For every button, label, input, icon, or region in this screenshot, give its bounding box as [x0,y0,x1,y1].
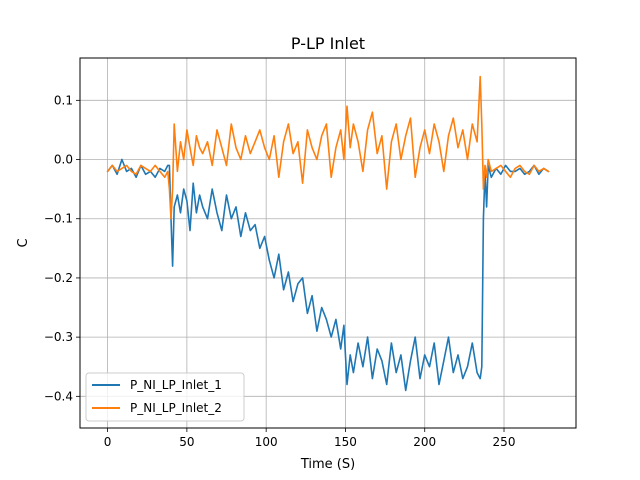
x-tick-label: 150 [334,435,357,449]
y-tick-label: 0.1 [54,93,73,107]
x-tick-label: 0 [104,435,112,449]
grid [80,58,576,428]
y-tick-label: −0.1 [44,212,73,226]
x-axis-label: Time (S) [300,457,355,472]
y-tick-label: −0.2 [44,271,73,285]
series-lines [106,75,550,392]
legend: P_NI_LP_Inlet_1 P_NI_LP_Inlet_2 [85,372,245,422]
legend-label-inlet-2: P_NI_LP_Inlet_2 [130,401,222,415]
x-tick-label: 250 [493,435,516,449]
y-tick-label: 0.0 [54,153,73,167]
axis-ticks: 0 50 100 150 200 250 −0.4 −0.3 −0.2 −0.1 0.0 0.1 [44,93,516,449]
y-tick-label: −0.4 [44,389,73,403]
chart-title: P-LP Inlet [291,34,365,53]
y-tick-label: −0.3 [44,330,73,344]
plot-area [80,58,576,428]
series-line-1 [106,158,550,392]
x-tick-label: 200 [413,435,436,449]
plot-frame [79,57,577,429]
x-tick-label: 100 [255,435,278,449]
y-axis-label: C [16,238,31,247]
legend-label-inlet-1: P_NI_LP_Inlet_1 [130,378,222,392]
series-line-2 [106,75,550,220]
legend-box [85,372,245,422]
x-tick-label: 50 [179,435,194,449]
